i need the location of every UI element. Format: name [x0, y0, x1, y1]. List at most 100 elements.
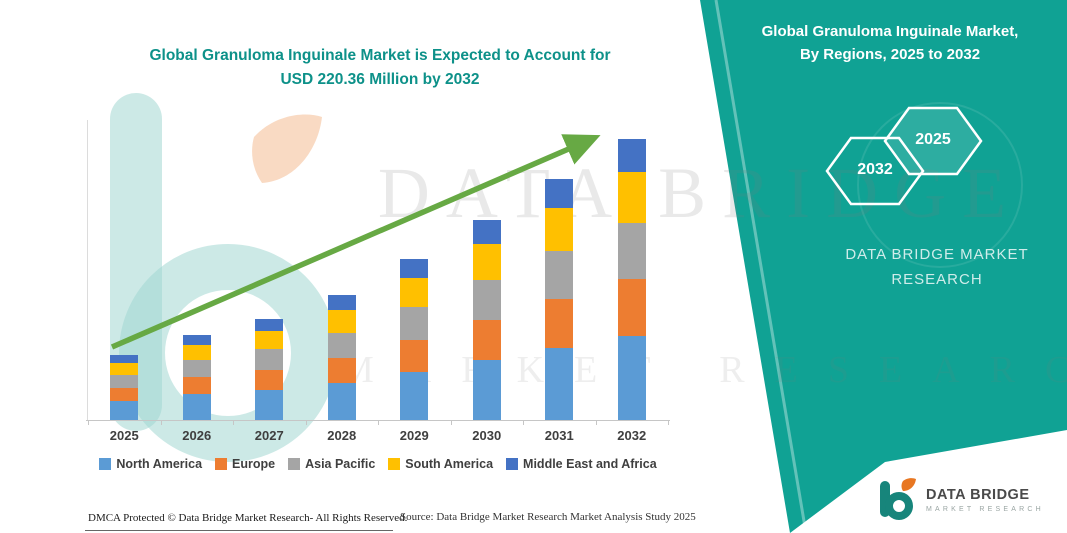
panel-brand: DATA BRIDGE MARKET RESEARCH: [812, 242, 1062, 292]
chart-title: Global Granuloma Inguinale Market is Exp…: [90, 44, 670, 92]
hexagon-year-2032: 2032: [857, 161, 893, 178]
axis-tick: [595, 421, 597, 425]
brand-logo-text: DATA BRIDGE MARKET RESEARCH: [926, 487, 1044, 513]
bar-segment-asia-pacific: [255, 349, 284, 370]
hexagon-year-2025: 2025: [915, 131, 951, 148]
legend-item-north-america: North America: [99, 457, 202, 471]
bar-column-2028: [306, 120, 379, 420]
bar-segment-south-america: [617, 172, 646, 224]
panel-brand-line1: DATA BRIDGE MARKET: [845, 246, 1029, 263]
x-axis-label-2031: 2031: [544, 428, 574, 443]
bar-segment-north-america: [182, 394, 211, 420]
bar-segment-south-america: [110, 362, 139, 375]
bar-segment-europe: [327, 357, 356, 383]
legend-label-north-america: North America: [116, 457, 203, 471]
bar-segment-north-america: [255, 389, 284, 420]
legend-swatch-europe: [215, 458, 228, 470]
bar-segment-europe: [182, 377, 211, 395]
bar-stack-2027: [255, 319, 284, 420]
legend-label-europe: Europe: [232, 457, 276, 471]
bar-column-2031: [523, 120, 596, 420]
legend: North America Europe Asia Pacific South Ame…: [78, 457, 678, 471]
legend-item-asia-pacific: Asia Pacific: [288, 457, 375, 471]
bar-segment-asia-pacific: [400, 307, 429, 340]
bar-segment-middle-east-and-africa: [472, 219, 501, 244]
legend-swatch-asia-pacific: [288, 458, 301, 470]
bar-column-2029: [378, 120, 451, 420]
x-axis-line: [86, 420, 670, 421]
x-axis-label-2027: 2027: [254, 428, 284, 443]
bar-segment-south-america: [545, 207, 574, 252]
legend-item-middle-east-and-africa: Middle East and Africa: [506, 457, 657, 471]
bar-segment-middle-east-and-africa: [617, 138, 646, 173]
bar-segment-middle-east-and-africa: [545, 178, 574, 208]
bar-segment-asia-pacific: [110, 374, 139, 388]
bar-segment-south-america: [400, 278, 429, 308]
panel-edge-stripe: [714, 0, 808, 533]
hexagon-2025-outline: [883, 106, 983, 176]
bar-segment-south-america: [472, 243, 501, 280]
bar-segment-europe: [110, 387, 139, 401]
bar-stack-2028: [327, 294, 356, 420]
brand-logo-subtitle: MARKET RESEARCH: [926, 506, 1044, 513]
chart-title-line1: Global Granuloma Inguinale Market is Exp…: [149, 47, 611, 64]
y-axis-line: [87, 120, 88, 420]
x-axis-ticks: [88, 421, 669, 426]
x-axis-label-2029: 2029: [399, 428, 429, 443]
panel-watermark-circle: [857, 102, 1023, 268]
axis-tick: [378, 421, 379, 425]
bar-column-2032: [596, 120, 669, 420]
bar-segment-middle-east-and-africa: [327, 294, 356, 310]
legend-label-south-america: South America: [405, 457, 494, 471]
legend-item-south-america: South America: [388, 457, 493, 471]
bar-segment-asia-pacific: [472, 279, 501, 320]
bar-column-2030: [451, 120, 524, 420]
bar-segment-asia-pacific: [182, 360, 211, 378]
legend-item-europe: Europe: [215, 457, 275, 471]
bar-segment-north-america: [545, 347, 574, 420]
axis-tick: [160, 421, 162, 425]
bar-segment-south-america: [182, 344, 211, 361]
axis-tick: [523, 421, 524, 425]
bar-segment-europe: [255, 369, 284, 390]
bar-segment-north-america: [327, 382, 356, 420]
brand-logo-title: DATA BRIDGE: [926, 487, 1030, 503]
legend-swatch-middle-east-and-africa: [506, 458, 519, 470]
bar-stack-2030: [472, 219, 501, 420]
chart-title-line2: USD 220.36 Million by 2032: [280, 71, 480, 88]
bar-segment-europe: [400, 339, 429, 372]
bar-segment-north-america: [472, 359, 501, 420]
bar-segment-middle-east-and-africa: [400, 259, 429, 279]
panel-brand-line2: RESEARCH: [891, 271, 983, 288]
legend-swatch-north-america: [99, 458, 112, 470]
x-axis-label-2032: 2032: [617, 428, 647, 443]
x-axis-labels: 2025 2026 2027 2028 2029 2030 2031 2032: [88, 428, 668, 443]
legend-swatch-south-america: [388, 458, 401, 470]
bar-stack-2031: [545, 178, 574, 420]
footer-rule: [85, 530, 393, 531]
bar-segment-asia-pacific: [327, 332, 356, 358]
bar-column-2026: [161, 120, 234, 420]
footer-dmca-text: DMCA Protected © Data Bridge Market Rese…: [88, 512, 408, 524]
hexagon-badges: [825, 106, 983, 206]
bar-stack-2026: [182, 334, 211, 420]
bar-segment-europe: [545, 299, 574, 348]
bar-segment-middle-east-and-africa: [255, 319, 284, 332]
bar-segment-middle-east-and-africa: [110, 355, 139, 363]
legend-label-middle-east-and-africa: Middle East and Africa: [523, 457, 657, 471]
panel-heading: Global Granuloma Inguinale Market, By Re…: [729, 20, 1051, 66]
bar-segment-north-america: [110, 400, 139, 420]
panel-heading-line2: By Regions, 2025 to 2032: [799, 46, 981, 63]
x-axis-label-2026: 2026: [182, 428, 212, 443]
hexagon-2032-outline: [825, 136, 925, 206]
bar-segment-europe: [617, 279, 646, 336]
axis-tick: [305, 421, 307, 425]
bar-stack-2025: [110, 355, 139, 420]
panel-heading-line1: Global Granuloma Inguinale Market,: [761, 23, 1019, 40]
bar-segment-north-america: [400, 371, 429, 420]
axis-tick: [88, 421, 89, 425]
bar-segment-middle-east-and-africa: [182, 334, 211, 345]
bar-segment-south-america: [327, 310, 356, 333]
bar-stack-2029: [400, 259, 429, 420]
